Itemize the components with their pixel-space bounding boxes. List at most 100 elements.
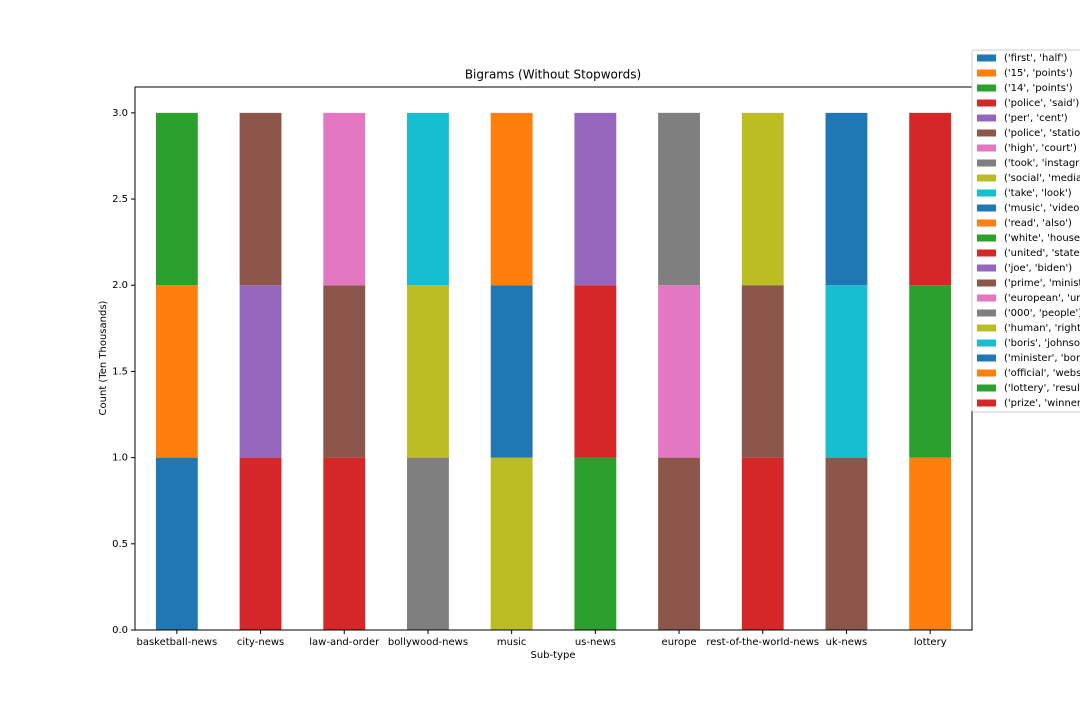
legend-swatch xyxy=(977,204,996,212)
bar-segment xyxy=(407,457,449,630)
y-axis-label: Count (Ten Thousands) xyxy=(98,300,109,415)
legend-label: ('prize', 'winner') xyxy=(1004,398,1080,409)
y-tick-label: 1.0 xyxy=(112,453,128,464)
legend-label: ('music', 'video') xyxy=(1004,203,1080,214)
x-tick-label: rest-of-the-world-news xyxy=(706,637,819,648)
bar-segment xyxy=(155,457,198,630)
legend-swatch xyxy=(977,174,996,182)
bar-segment xyxy=(239,285,282,458)
legend-swatch xyxy=(977,219,996,227)
x-tick-label: europe xyxy=(662,637,697,648)
bar-segment xyxy=(490,285,533,458)
legend-label: ('high', 'court') xyxy=(1004,143,1077,154)
legend-swatch xyxy=(977,399,996,407)
x-tick-label: basketball-news xyxy=(136,637,217,648)
x-tick-label: us-news xyxy=(575,637,616,648)
legend-swatch xyxy=(977,54,996,62)
legend-label: ('000', 'people') xyxy=(1004,308,1080,319)
legend-label: ('social', 'media') xyxy=(1004,173,1080,184)
bar-segment xyxy=(407,285,449,458)
legend-swatch xyxy=(977,309,996,317)
x-tick-label: music xyxy=(497,637,527,648)
legend-swatch xyxy=(977,114,996,122)
y-tick-label: 1.5 xyxy=(112,366,128,377)
legend-swatch xyxy=(977,324,996,332)
bar-segment xyxy=(658,112,700,286)
x-tick-label: lottery xyxy=(914,637,947,648)
legend-swatch xyxy=(977,99,996,107)
legend-label: ('take', 'look') xyxy=(1004,188,1072,199)
legend-swatch xyxy=(977,249,996,257)
legend-swatch xyxy=(977,384,996,392)
bar-segment xyxy=(825,285,868,458)
y-tick-label: 0.5 xyxy=(112,539,128,550)
legend-swatch xyxy=(977,279,996,287)
legend-box xyxy=(971,49,1080,413)
bar-segment xyxy=(239,457,282,630)
bar-segment xyxy=(658,285,700,458)
bar-segment xyxy=(909,112,952,286)
legend-label: ('human', 'rights') xyxy=(1004,323,1080,334)
bar-segment xyxy=(574,457,617,630)
y-tick-label: 2.5 xyxy=(112,194,128,205)
chart-title: Bigrams (Without Stopwords) xyxy=(465,68,641,82)
bar-segment xyxy=(155,112,198,286)
legend-swatch xyxy=(977,69,996,77)
x-tick-label: bollywood-news xyxy=(388,637,468,648)
legend-label: ('joe', 'biden') xyxy=(1004,263,1072,274)
legend-label: ('14', 'points') xyxy=(1004,83,1073,94)
y-tick-label: 0.0 xyxy=(112,625,128,636)
legend-label: ('police', 'station') xyxy=(1004,128,1080,139)
legend-swatch xyxy=(977,189,996,197)
legend-label: ('official', 'website') xyxy=(1004,368,1080,379)
legend-swatch xyxy=(977,84,996,92)
bar-segment xyxy=(909,285,952,458)
legend-label: ('white', 'house') xyxy=(1004,233,1080,244)
bar-segment xyxy=(574,285,617,458)
legend-swatch xyxy=(977,339,996,347)
legend-swatch xyxy=(977,234,996,242)
legend-label: ('first', 'half') xyxy=(1004,53,1068,64)
bar-segment xyxy=(407,112,449,286)
x-tick-label: law-and-order xyxy=(309,637,380,648)
bar-segment xyxy=(741,285,784,458)
legend-label: ('european', 'union') xyxy=(1004,293,1080,304)
legend-label: ('per', 'cent') xyxy=(1004,113,1068,124)
bar-segment xyxy=(239,112,282,286)
bar-segment xyxy=(825,112,868,286)
bar-segment xyxy=(490,112,533,286)
bar-segment xyxy=(323,285,366,458)
bar-segment xyxy=(825,457,868,630)
bar-segment xyxy=(574,112,617,286)
legend-swatch xyxy=(977,294,996,302)
bar-segment xyxy=(741,112,784,286)
bar-segment xyxy=(323,112,366,286)
bar-segment xyxy=(323,457,366,630)
legend-label: ('took', 'instagram') xyxy=(1004,158,1080,169)
y-tick-label: 3.0 xyxy=(112,108,128,119)
x-tick-label: city-news xyxy=(237,637,284,648)
x-axis-label: Sub-type xyxy=(531,650,576,661)
bar-segment xyxy=(741,457,784,630)
bar-segment xyxy=(490,457,533,630)
legend-swatch xyxy=(977,129,996,137)
x-tick-label: uk-news xyxy=(826,637,868,648)
legend-swatch xyxy=(977,354,996,362)
legend-label: ('boris', 'johnson') xyxy=(1004,338,1080,349)
legend-label: ('police', 'said') xyxy=(1004,98,1079,109)
legend-label: ('united', 'states') xyxy=(1004,248,1080,259)
legend-label: ('prime', 'minister') xyxy=(1004,278,1080,289)
legend-swatch xyxy=(977,369,996,377)
legend-label: ('15', 'points') xyxy=(1004,68,1073,79)
legend-label: ('lottery', 'result') xyxy=(1004,383,1080,394)
legend-label: ('minister', 'boris') xyxy=(1004,353,1080,364)
legend-swatch xyxy=(977,159,996,167)
bar-segment xyxy=(909,457,952,630)
y-tick-label: 2.0 xyxy=(112,280,128,291)
legend-label: ('read', 'also') xyxy=(1004,218,1072,229)
legend-swatch xyxy=(977,264,996,272)
bar-segment xyxy=(658,457,700,630)
legend-swatch xyxy=(977,144,996,152)
